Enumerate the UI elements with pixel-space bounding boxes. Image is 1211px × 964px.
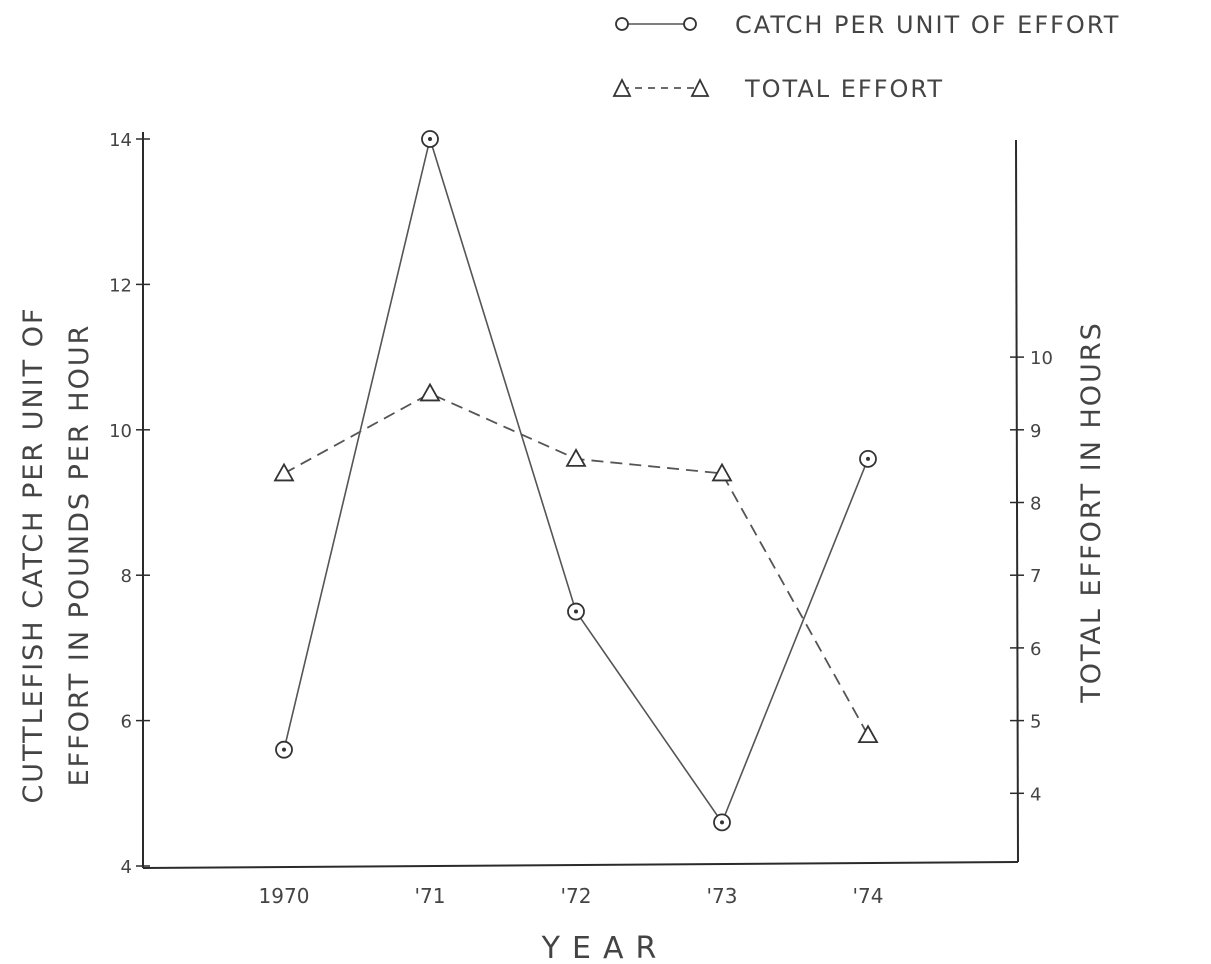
legend-entry-effort: TOTAL EFFORT (612, 75, 944, 103)
series-total-effort (273, 382, 879, 744)
bottom-axis (142, 861, 1019, 869)
right-tick-label-5: 5 (1030, 712, 1041, 733)
effort-point-73 (711, 462, 733, 482)
legend-entry-catch: CATCH PER UNIT OF EFFORT (615, 11, 1120, 39)
effort-point-74 (857, 724, 879, 744)
catch-line (283, 135, 869, 825)
right-axis-ticks: 4 5 6 7 8 9 10 (1010, 348, 1053, 805)
legend-catch-marker-left (615, 17, 629, 31)
legend-catch-label: CATCH PER UNIT OF EFFORT (735, 11, 1120, 39)
x-tick-label-1970: 1970 (259, 884, 310, 908)
legend-catch-marker-right (683, 17, 697, 31)
left-axis-title-line2: EFFORT IN POUNDS PER HOUR (64, 324, 95, 787)
right-tick-label-4: 4 (1030, 784, 1041, 805)
catch-point-center-71 (428, 137, 432, 141)
right-tick-label-7: 7 (1030, 566, 1041, 587)
catch-point-center-72 (574, 609, 578, 614)
right-tick-label-10: 10 (1030, 348, 1053, 369)
right-tick-label-6: 6 (1030, 639, 1041, 660)
left-axis-title-line1: CUTTLEFISH CATCH PER UNIT OF (18, 306, 49, 803)
catch-point-center-1970 (282, 747, 286, 752)
effort-point-72 (565, 448, 587, 467)
effort-point-71 (419, 382, 441, 402)
effort-point-1970 (273, 462, 295, 482)
legend-effort-marker-left (612, 77, 632, 97)
legend: CATCH PER UNIT OF EFFORT TOTAL EFFORT (612, 11, 1120, 103)
series-catch-per-unit-effort (275, 130, 877, 832)
left-tick-label-6: 6 (121, 712, 132, 733)
x-axis-ticks: 1970 '71 '72 '73 '74 (259, 884, 884, 908)
right-tick-label-8: 8 (1030, 494, 1041, 515)
effort-line (283, 392, 869, 736)
left-tick-label-4: 4 (121, 857, 132, 878)
legend-effort-label: TOTAL EFFORT (744, 75, 944, 103)
right-axis-title: TOTAL EFFORT IN HOURS (1076, 321, 1107, 703)
right-axis (1015, 139, 1019, 863)
x-tick-label-74: '74 (853, 884, 884, 908)
catch-point-center-73 (720, 820, 724, 825)
legend-effort-marker-right (690, 77, 710, 97)
right-tick-label-9: 9 (1030, 421, 1041, 442)
left-axis-ticks: 4 6 8 10 12 14 (109, 130, 150, 878)
x-tick-label-71: '71 (415, 884, 446, 908)
x-tick-label-72: '72 (561, 884, 592, 908)
x-axis-title: YEAR (541, 931, 669, 964)
x-tick-label-73: '73 (707, 884, 738, 908)
left-tick-label-12: 12 (109, 275, 132, 296)
catch-point-center-74 (866, 456, 870, 461)
left-tick-label-8: 8 (121, 566, 132, 587)
left-tick-label-10: 10 (109, 421, 132, 442)
left-tick-label-14: 14 (109, 130, 132, 151)
